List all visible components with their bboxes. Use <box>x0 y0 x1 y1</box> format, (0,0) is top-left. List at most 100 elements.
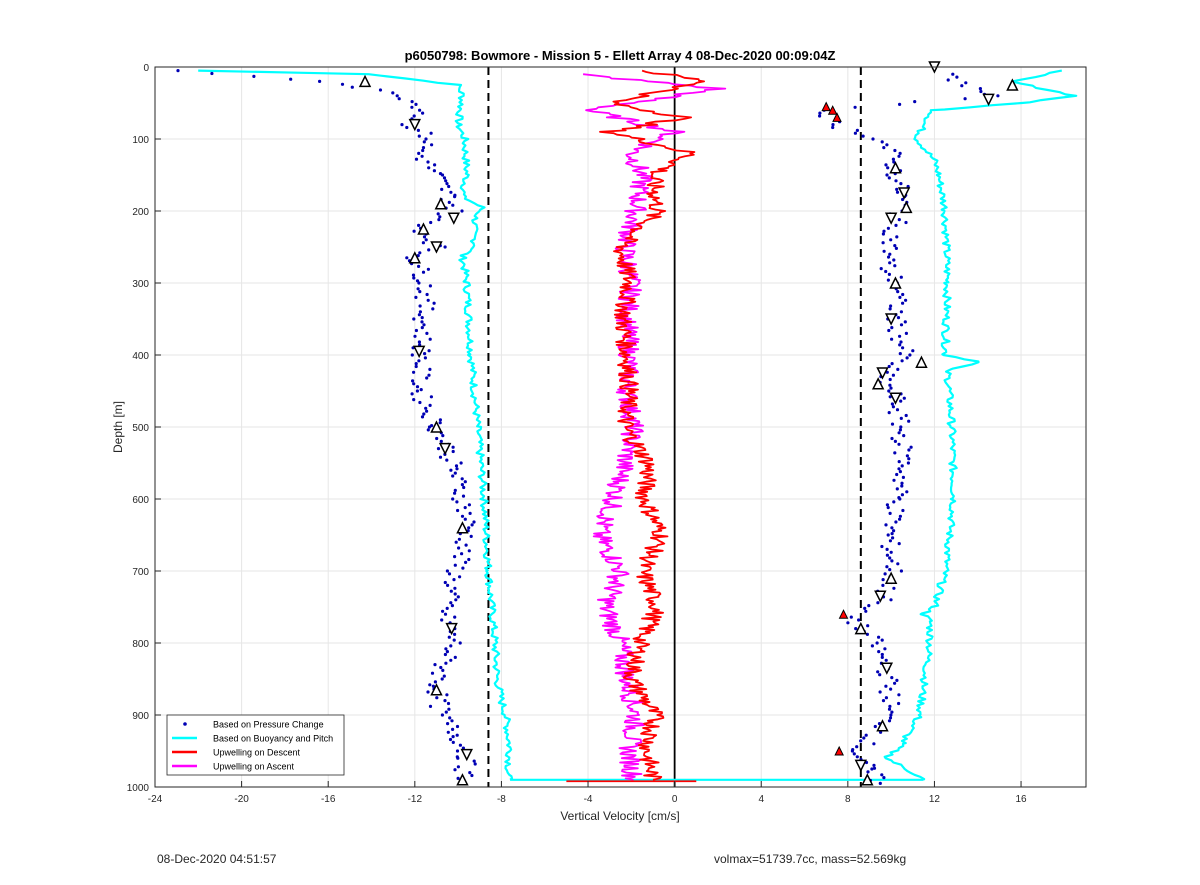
pressure-descent-point <box>445 458 449 462</box>
pressure-ascent-point <box>892 529 896 533</box>
pressure-descent-point <box>452 578 456 582</box>
pressure-descent-point <box>438 215 442 219</box>
pressure-ascent-point <box>894 179 898 183</box>
pressure-descent-point <box>422 235 427 239</box>
pressure-descent-point <box>440 618 444 622</box>
pressure-descent-point <box>417 151 421 155</box>
pressure-ascent-point <box>885 547 889 552</box>
pressure-descent-point <box>473 762 477 766</box>
pressure-descent-point <box>419 388 423 392</box>
pressure-descent-point <box>440 187 444 191</box>
legend-label: Based on Pressure Change <box>213 720 324 730</box>
pressure-descent-point <box>429 220 433 225</box>
descent-marker <box>456 521 469 534</box>
pressure-ascent-point <box>904 220 908 225</box>
pressure-ascent-point <box>880 544 884 549</box>
pressure-descent-point <box>445 182 449 186</box>
pressure-descent-point <box>451 445 455 449</box>
footer-stats: volmax=51739.7cc, mass=52.569kg <box>714 852 907 866</box>
pressure-descent-point <box>464 543 468 547</box>
pressure-descent-point <box>453 586 457 590</box>
pressure-descent-point <box>410 100 414 104</box>
pressure-descent-point <box>450 604 454 608</box>
pressure-descent-point <box>453 491 457 495</box>
pressure-descent-point <box>456 595 460 599</box>
pressure-descent-point <box>400 123 404 127</box>
pressure-descent-point <box>426 428 430 432</box>
pressure-ascent-point <box>889 687 893 691</box>
pressure-ascent-point <box>890 422 895 426</box>
pressure-descent-point <box>420 415 425 419</box>
pressure-descent-point <box>410 353 414 357</box>
pressure-descent-point <box>425 409 429 413</box>
pressure-ascent-point <box>892 500 896 504</box>
pressure-descent-point <box>443 245 447 249</box>
pressure-ascent-point <box>866 624 870 628</box>
pressure-descent-point <box>411 273 416 277</box>
ascent-marker <box>889 276 902 289</box>
pressure-descent-point <box>443 652 447 657</box>
pressure-ascent-point <box>872 766 877 770</box>
pressure-descent-point <box>420 326 424 330</box>
pressure-ascent-point <box>963 97 967 101</box>
pressure-ascent-point <box>885 565 889 569</box>
pressure-descent-point <box>414 157 419 161</box>
pressure-descent-point <box>427 166 431 170</box>
pressure-ascent-point <box>892 160 896 164</box>
pressure-ascent-point <box>898 343 902 347</box>
pressure-ascent-point <box>854 627 858 631</box>
y-tick-label: 400 <box>132 351 149 362</box>
pressure-descent-point <box>455 749 460 753</box>
pressure-ascent-point <box>890 326 894 330</box>
reference-lines <box>487 67 862 787</box>
pressure-descent-point <box>424 406 428 410</box>
pressure-descent-point <box>422 323 426 327</box>
pressure-ascent-point <box>897 218 901 222</box>
legend-swatch <box>183 722 187 726</box>
pressure-ascent-point <box>900 481 904 485</box>
pressure-ascent-point <box>996 94 1000 98</box>
pressure-ascent-point <box>882 229 886 233</box>
x-tick-label: 12 <box>929 794 941 805</box>
pressure-descent-point <box>449 601 453 605</box>
pressure-descent-point <box>420 154 424 158</box>
footer-timestamp: 08-Dec-2020 04:51:57 <box>157 852 277 866</box>
pressure-ascent-point <box>881 232 886 236</box>
pressure-descent-point <box>451 740 455 745</box>
pressure-descent-point <box>422 140 426 144</box>
pressure-ascent-point <box>884 163 888 167</box>
x-tick-label: -8 <box>497 794 506 805</box>
pressure-ascent-point <box>878 690 882 694</box>
ascent-marker <box>1006 78 1019 91</box>
pressure-ascent-point <box>894 246 899 250</box>
pressure-descent-point <box>412 382 416 386</box>
pressure-descent-point <box>417 264 421 268</box>
pressure-ascent-point <box>899 399 903 403</box>
pressure-ascent-point <box>889 386 893 390</box>
y-tick-label: 800 <box>132 639 149 650</box>
pressure-descent-point <box>445 693 449 697</box>
pressure-descent-point <box>435 436 439 441</box>
pressure-descent-point <box>405 125 409 130</box>
pressure-ascent-point <box>859 739 863 743</box>
pressure-descent-point <box>422 412 426 416</box>
pressure-descent-point <box>456 508 460 513</box>
pressure-descent-point <box>438 418 442 422</box>
pressure-ascent-point <box>891 405 896 409</box>
descent-marker <box>434 197 448 210</box>
pressure-ascent-point <box>883 572 887 576</box>
pressure-descent-point <box>417 134 421 138</box>
y-tick-label: 900 <box>132 711 149 722</box>
pressure-ascent-point <box>960 84 964 88</box>
pressure-descent-point <box>453 555 457 559</box>
pressure-descent-point <box>467 503 471 507</box>
pressure-ascent-point <box>879 267 883 271</box>
pressure-ascent-point <box>897 431 901 435</box>
pressure-descent-point <box>463 506 467 510</box>
pressure-descent-point <box>472 520 476 524</box>
ascent-marker <box>915 355 928 368</box>
pressure-ascent-point <box>875 641 879 645</box>
x-tick-label: 8 <box>845 794 851 805</box>
pressure-descent-point <box>423 356 427 360</box>
descent-marker <box>445 622 458 636</box>
